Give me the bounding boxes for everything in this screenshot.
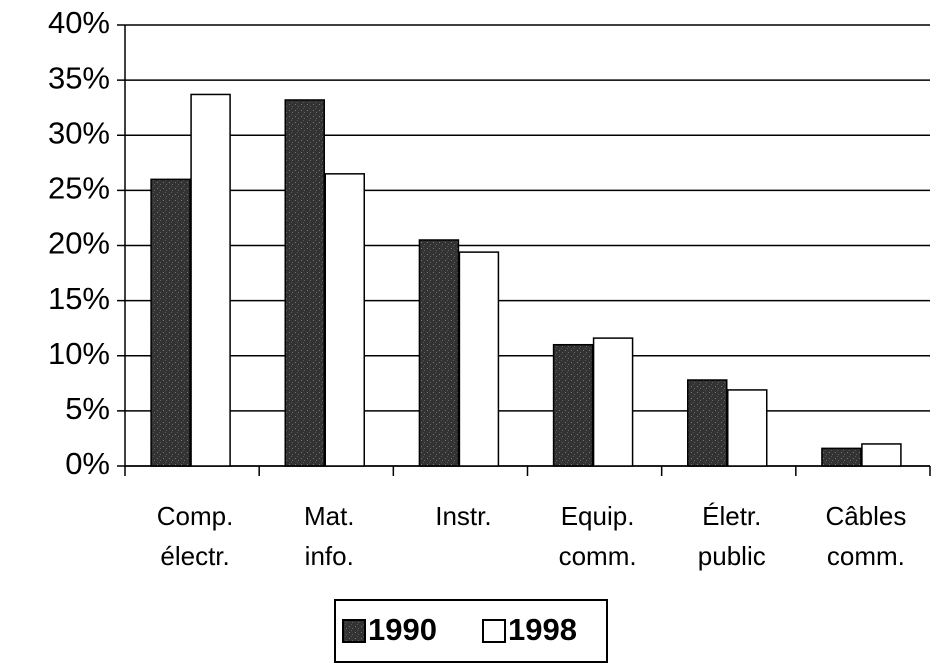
bar [727,389,768,467]
bar [552,343,594,467]
x-tick-label: comm. [827,541,905,571]
bar [821,447,862,467]
bar [687,379,728,467]
bar [324,173,365,467]
x-tick-label: public [698,541,766,571]
legend-swatch [342,619,366,643]
x-tick-label: Comp. [157,501,234,531]
legend-swatch [482,619,506,643]
y-tick-label: 5% [65,391,110,426]
bar [418,239,460,467]
x-tick-label: info. [305,541,354,571]
y-tick-label: 15% [48,281,110,316]
x-tick-label: Câbles [825,501,906,531]
bar [284,99,325,467]
y-tick-label: 10% [48,336,110,371]
x-tick-label: Equip. [561,501,635,531]
y-tick-label: 25% [48,171,110,206]
x-tick-label: comm. [559,541,637,571]
legend-label: 1990 [368,612,437,647]
y-tick-label: 35% [48,60,110,95]
y-tick-label: 0% [65,446,110,481]
y-tick-label: 40% [48,5,110,40]
y-tick-label: 30% [48,115,110,150]
legend-label: 1998 [508,612,577,647]
bar [861,443,902,467]
x-tick-label: Mat. [304,501,355,531]
legend-box [334,599,608,663]
y-tick-label: 20% [48,226,110,261]
bar [592,337,634,467]
bar [190,93,231,467]
x-tick-label: Életr. [702,501,761,531]
x-tick-label: électr. [160,541,229,571]
x-tick-label: Instr. [435,501,491,531]
bar [458,251,500,467]
bar [150,178,191,467]
